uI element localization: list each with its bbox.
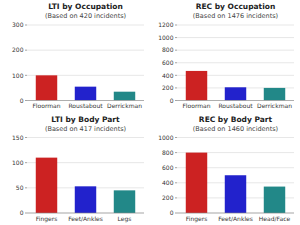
x-axis (27, 213, 144, 214)
tick-mark (175, 197, 177, 198)
tick-mark (175, 137, 177, 138)
tick-mark (175, 37, 177, 38)
grid-line (177, 50, 294, 51)
bar (36, 75, 57, 100)
bars (36, 75, 135, 100)
panel: LTI by Occupation(Based on 420 incidents… (12, 2, 144, 109)
figure: LTI by Occupation(Based on 420 incidents… (0, 0, 300, 225)
tick-label: 100 (12, 159, 24, 166)
tick-mark (25, 213, 27, 214)
bar (75, 186, 96, 213)
tick-label: 0 (170, 97, 174, 104)
tick-label: 800 (162, 46, 174, 53)
tick-mark (25, 187, 27, 188)
tick-label: 600 (162, 59, 174, 66)
x-axis (177, 213, 294, 214)
tick-label: 300 (12, 21, 24, 28)
tick-label: 100 (12, 72, 24, 79)
bar (264, 88, 285, 101)
category-label: Feet/Ankles (218, 215, 253, 222)
bar (114, 92, 135, 101)
subtitle: (Based on 417 incidents) (45, 125, 126, 133)
bar (114, 190, 135, 213)
bars (186, 153, 285, 213)
category-label: Fingers (186, 215, 208, 223)
tick-mark (25, 137, 27, 138)
tick-mark (25, 100, 27, 101)
tick-label: 0 (20, 97, 24, 104)
category-label: Derrickman (257, 102, 292, 109)
bars (36, 158, 135, 213)
tick-label: 0 (170, 209, 174, 216)
category-label: Derrickman (107, 102, 142, 109)
tick-label: 200 (12, 46, 24, 53)
category-label: Floorman (32, 102, 60, 109)
tick-label: 400 (162, 179, 174, 186)
tick-mark (175, 75, 177, 76)
tick-mark (25, 50, 27, 51)
grid-line (27, 50, 144, 51)
tick-mark (175, 152, 177, 153)
tick-label: 0 (20, 209, 24, 216)
category-label: Roustabout (218, 102, 253, 109)
category-label: Head/Face (259, 215, 291, 222)
bar (36, 158, 57, 213)
tick-label: 800 (162, 149, 174, 156)
x-axis (177, 100, 294, 101)
category-label: Fingers (36, 215, 58, 223)
tick-mark (175, 100, 177, 101)
category-label: Feet/Ankles (68, 215, 103, 222)
panel: REC by Body Part(Based on 1460 incidents… (158, 115, 294, 223)
tick-mark (175, 50, 177, 51)
panel: LTI by Body Part(Based on 417 incidents)… (12, 115, 144, 223)
tick-label: 1000 (158, 34, 173, 41)
tick-mark (25, 75, 27, 76)
tick-label: 400 (162, 72, 174, 79)
tick-mark (175, 167, 177, 168)
tick-label: 150 (12, 134, 24, 141)
tick-label: 1200 (158, 21, 173, 28)
tick-label: 200 (162, 84, 174, 91)
grid-line (177, 62, 294, 63)
title: REC by Body Part (199, 115, 273, 124)
tick-mark (175, 62, 177, 63)
bar (225, 175, 246, 213)
tick-mark (175, 182, 177, 183)
category-label: Floorman (182, 102, 210, 109)
panel: REC by Occupation(Based on 1476 incident… (158, 2, 294, 109)
subtitle: (Based on 1476 incidents) (193, 12, 278, 20)
subtitle: (Based on 1460 incidents) (193, 125, 278, 133)
bar (225, 87, 246, 100)
title: LTI by Body Part (51, 115, 120, 124)
grid-line (177, 25, 294, 26)
tick-label: 200 (162, 194, 174, 201)
grid-line (177, 37, 294, 38)
x-axis (27, 100, 144, 101)
tick-mark (175, 25, 177, 26)
bar (264, 187, 285, 213)
title: LTI by Occupation (48, 2, 123, 11)
tick-mark (175, 213, 177, 214)
subtitle: (Based on 420 incidents) (45, 12, 126, 20)
bars (186, 71, 285, 101)
category-label: Legs (118, 215, 132, 223)
bar (75, 87, 96, 101)
grid-line (177, 137, 294, 138)
grid-line (27, 137, 144, 138)
grid-line (27, 25, 144, 26)
tick-label: 1000 (158, 134, 173, 141)
tick-label: 600 (162, 164, 174, 171)
tick-mark (25, 162, 27, 163)
category-label: Roustabout (68, 102, 103, 109)
tick-mark (25, 25, 27, 26)
bar (186, 153, 207, 213)
title: REC by Occupation (196, 2, 276, 11)
tick-label: 50 (16, 184, 24, 191)
bar (186, 71, 207, 101)
tick-mark (175, 87, 177, 88)
